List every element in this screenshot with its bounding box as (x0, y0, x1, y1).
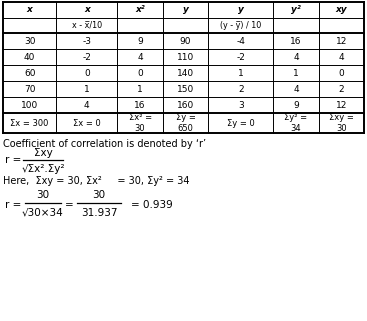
Text: 4: 4 (137, 53, 143, 62)
Text: x²: x² (135, 5, 145, 14)
Text: 12: 12 (336, 100, 347, 109)
Text: Σx = 0: Σx = 0 (73, 118, 101, 127)
Text: -2: -2 (236, 53, 245, 62)
Text: √Σx².Σy²: √Σx².Σy² (21, 164, 65, 174)
Text: 160: 160 (177, 100, 194, 109)
Text: 2: 2 (238, 84, 244, 93)
Text: 60: 60 (24, 68, 35, 77)
Text: Σxy: Σxy (34, 148, 52, 158)
Text: 1: 1 (293, 68, 299, 77)
Text: Σy = 0: Σy = 0 (227, 118, 255, 127)
Text: 140: 140 (177, 68, 194, 77)
Text: Σy² =
34: Σy² = 34 (284, 113, 308, 133)
Text: 30: 30 (24, 37, 35, 46)
Text: -4: -4 (236, 37, 245, 46)
Text: 40: 40 (24, 53, 35, 62)
Text: xy: xy (335, 5, 347, 14)
Text: 4: 4 (84, 100, 90, 109)
Text: 2: 2 (338, 84, 344, 93)
Text: 90: 90 (180, 37, 191, 46)
Text: 4: 4 (293, 84, 299, 93)
Text: 4: 4 (338, 53, 344, 62)
Text: -3: -3 (82, 37, 91, 46)
Text: -2: -2 (83, 53, 91, 62)
Text: 70: 70 (24, 84, 35, 93)
Text: 9: 9 (137, 37, 143, 46)
Text: r =: r = (5, 200, 21, 210)
Text: 1: 1 (137, 84, 143, 93)
Text: Σx² =
30: Σx² = 30 (128, 113, 152, 133)
Text: 0: 0 (84, 68, 90, 77)
Text: 150: 150 (177, 84, 194, 93)
Text: y²: y² (291, 5, 301, 14)
Text: 4: 4 (293, 53, 299, 62)
Text: =: = (65, 200, 73, 210)
Text: Σy =
650: Σy = 650 (175, 113, 195, 133)
Text: 16: 16 (134, 100, 146, 109)
Text: 0: 0 (338, 68, 344, 77)
Text: 31.937: 31.937 (81, 208, 117, 218)
Text: 1: 1 (84, 84, 90, 93)
Text: 30: 30 (36, 190, 50, 200)
Text: x: x (27, 5, 33, 14)
Text: 30: 30 (92, 190, 106, 200)
Text: 12: 12 (336, 37, 347, 46)
Text: √30×34: √30×34 (22, 208, 64, 218)
Text: x: x (84, 5, 90, 14)
Text: 110: 110 (177, 53, 194, 62)
Text: r =: r = (5, 155, 21, 165)
Text: 0: 0 (137, 68, 143, 77)
Text: Σx = 300: Σx = 300 (10, 118, 49, 127)
Text: 100: 100 (21, 100, 38, 109)
Text: 1: 1 (238, 68, 244, 77)
Text: Here,  Σxy = 30, Σx²     = 30, Σy² = 34: Here, Σxy = 30, Σx² = 30, Σy² = 34 (3, 176, 189, 186)
Text: y: y (182, 5, 188, 14)
Text: (y - y̅) / 10: (y - y̅) / 10 (220, 21, 261, 30)
Text: x - x̅/10: x - x̅/10 (72, 21, 102, 30)
Text: Coefficient of correlation is denoted by ‘r’: Coefficient of correlation is denoted by… (3, 139, 206, 149)
Text: y: y (238, 5, 244, 14)
Text: = 0.939: = 0.939 (131, 200, 173, 210)
Text: Σxy =
30: Σxy = 30 (329, 113, 354, 133)
Text: 3: 3 (238, 100, 244, 109)
Text: 16: 16 (290, 37, 302, 46)
Text: 9: 9 (293, 100, 299, 109)
